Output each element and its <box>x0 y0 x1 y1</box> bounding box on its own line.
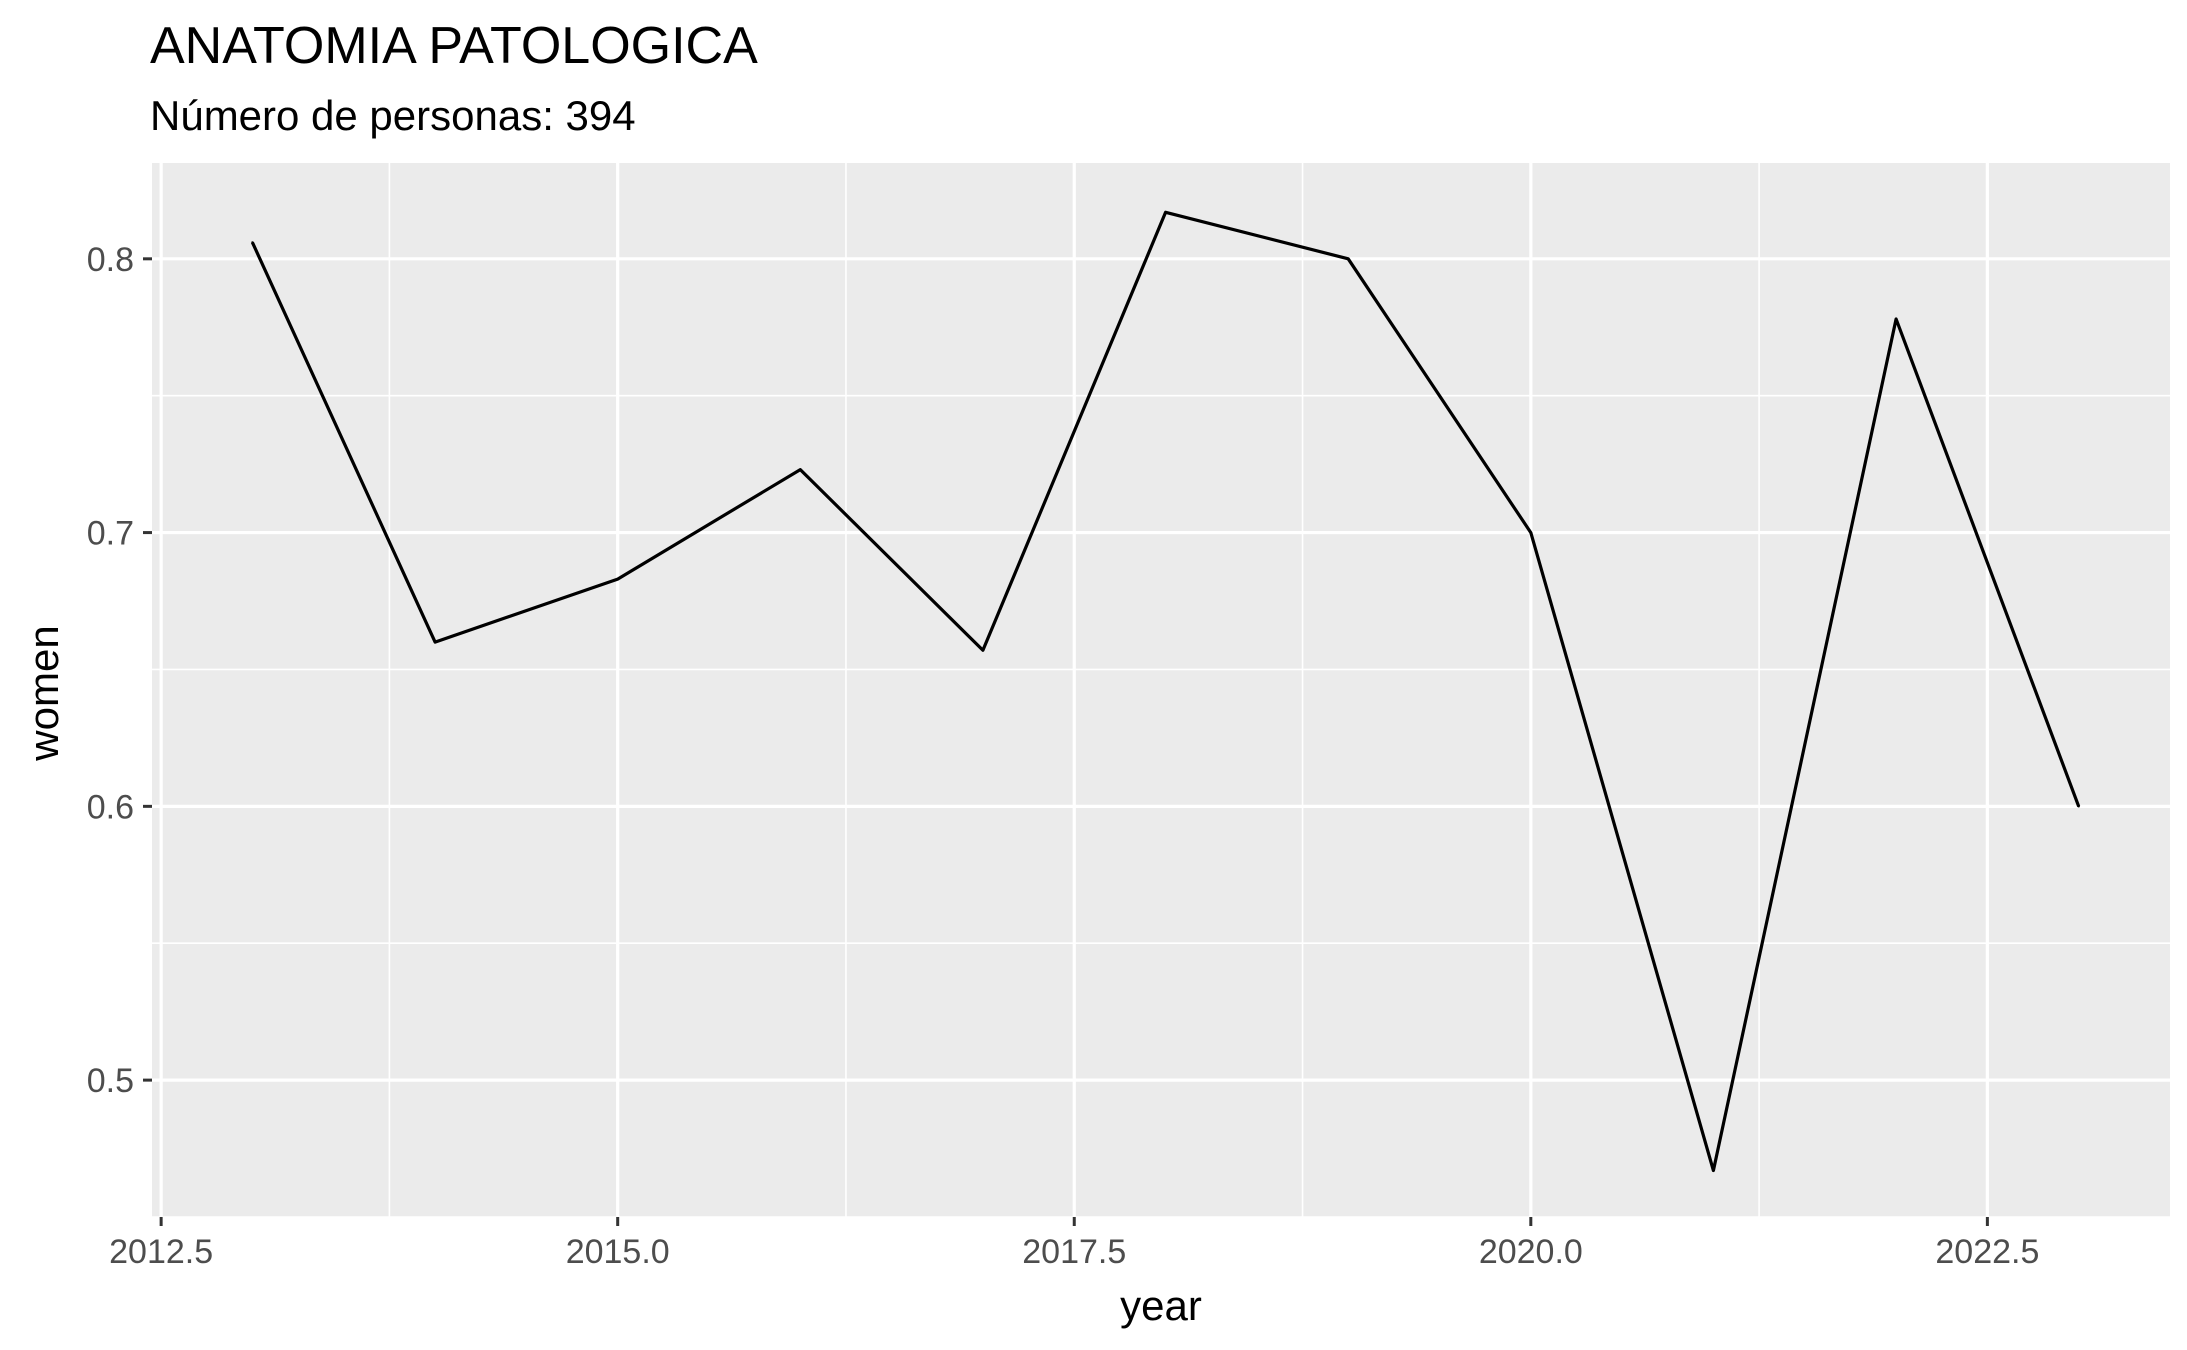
x-tick-label: 2022.5 <box>1935 1233 2039 1271</box>
x-axis: 2012.5 2015.0 2017.5 2020.0 2022.5 <box>109 1217 2039 1271</box>
data-point <box>2077 805 2080 808</box>
data-point <box>1346 257 1350 261</box>
data-point <box>433 640 437 644</box>
chart-subtitle: Número de personas: 394 <box>150 92 636 139</box>
y-tick-label: 0.8 <box>87 241 134 279</box>
x-tick-label: 2017.5 <box>1022 1233 1126 1271</box>
data-point <box>1529 531 1533 534</box>
minor-gridlines <box>152 163 2170 1218</box>
y-axis-title: women <box>20 625 67 761</box>
y-axis: 0.5 0.6 0.7 0.8 <box>87 241 152 1100</box>
chart-title: ANATOMIA PATOLOGICA <box>150 17 758 75</box>
x-tick-label: 2020.0 <box>1479 1233 1583 1271</box>
data-point <box>981 649 985 652</box>
y-tick-label: 0.6 <box>87 788 134 826</box>
x-axis-title: year <box>1120 1282 1202 1329</box>
x-tick-label: 2012.5 <box>109 1233 213 1271</box>
data-point <box>799 468 802 471</box>
data-point <box>1164 211 1167 214</box>
data-point <box>1712 1169 1715 1172</box>
series-layer <box>250 210 2081 1173</box>
y-tick-label: 0.7 <box>87 515 134 553</box>
data-point <box>1894 317 1898 321</box>
data-point <box>616 577 619 581</box>
data-point <box>251 241 254 244</box>
major-gridlines <box>152 163 2170 1217</box>
y-tick-label: 0.5 <box>87 1062 134 1100</box>
plot-panel <box>152 163 2170 1217</box>
x-tick-label: 2015.0 <box>566 1233 670 1271</box>
